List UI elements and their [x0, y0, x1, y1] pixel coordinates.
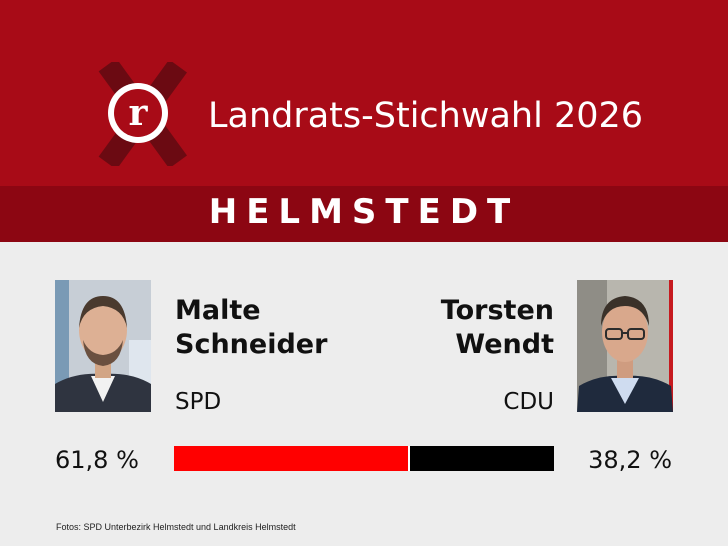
candidate-last-name-right: Wendt [455, 329, 554, 360]
candidate-name-left: Malte Schneider [175, 294, 327, 362]
party-label-right: CDU [503, 389, 554, 415]
candidate-photo-right [577, 280, 673, 412]
result-bar-divider [408, 446, 410, 471]
page-title: Landrats-Stichwahl 2026 [208, 96, 644, 136]
photo-credit: Fotos: SPD Unterbezirk Helmstedt und Lan… [56, 522, 296, 532]
candidate-name-right: Torsten Wendt [441, 294, 554, 362]
candidate-last-name-left: Schneider [175, 329, 328, 360]
header-banner: r Landrats-Stichwahl 2026 [0, 0, 728, 186]
candidate-photo-left [55, 280, 151, 412]
percent-right: 38,2 % [588, 446, 672, 474]
brand-logo: r [98, 62, 187, 166]
region-title: HELMSTEDT [208, 192, 520, 232]
result-bar-segment-left [174, 446, 408, 471]
percent-left: 61,8 % [55, 446, 139, 474]
svg-text:r: r [129, 92, 149, 134]
result-bar [174, 446, 554, 471]
party-label-left: SPD [175, 389, 222, 415]
candidate-first-name-right: Torsten [440, 295, 554, 326]
candidate-first-name-left: Malte [175, 295, 261, 326]
result-bar-segment-right [410, 446, 554, 471]
region-band [0, 186, 728, 242]
